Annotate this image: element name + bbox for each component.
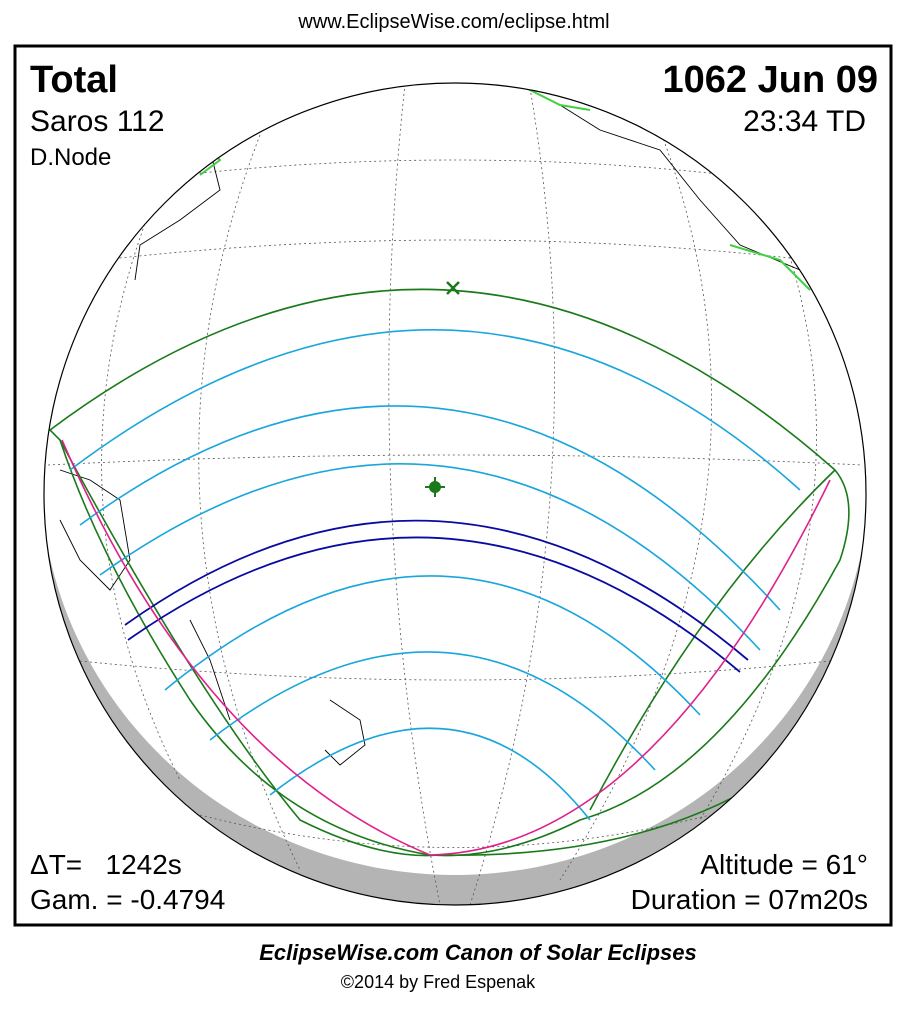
- altitude: Altitude = 61°: [700, 849, 868, 880]
- saros: Saros 112: [30, 105, 165, 138]
- graticule: [47, 83, 863, 905]
- globe: [43, 82, 867, 906]
- footer-credit: ©2014 by Fred Espenak: [341, 972, 536, 992]
- url: www.EclipseWise.com/eclipse.html: [297, 11, 609, 33]
- node: D.Node: [30, 144, 111, 171]
- eclipse-curves: [48, 288, 850, 857]
- time: 23:34 TD: [743, 105, 866, 138]
- footer-title: EclipseWise.com Canon of Solar Eclipses: [259, 940, 697, 965]
- gamma: Gam. = -0.4794: [30, 884, 225, 915]
- day-side: [44, 83, 866, 875]
- duration: Duration = 07m20s: [631, 884, 868, 915]
- eclipse-type: Total: [30, 59, 118, 101]
- delta-t: ΔT= 1242s: [30, 849, 182, 880]
- greatest-eclipse-marker: [446, 281, 460, 295]
- eclipse-date: 1062 Jun 09: [663, 59, 878, 101]
